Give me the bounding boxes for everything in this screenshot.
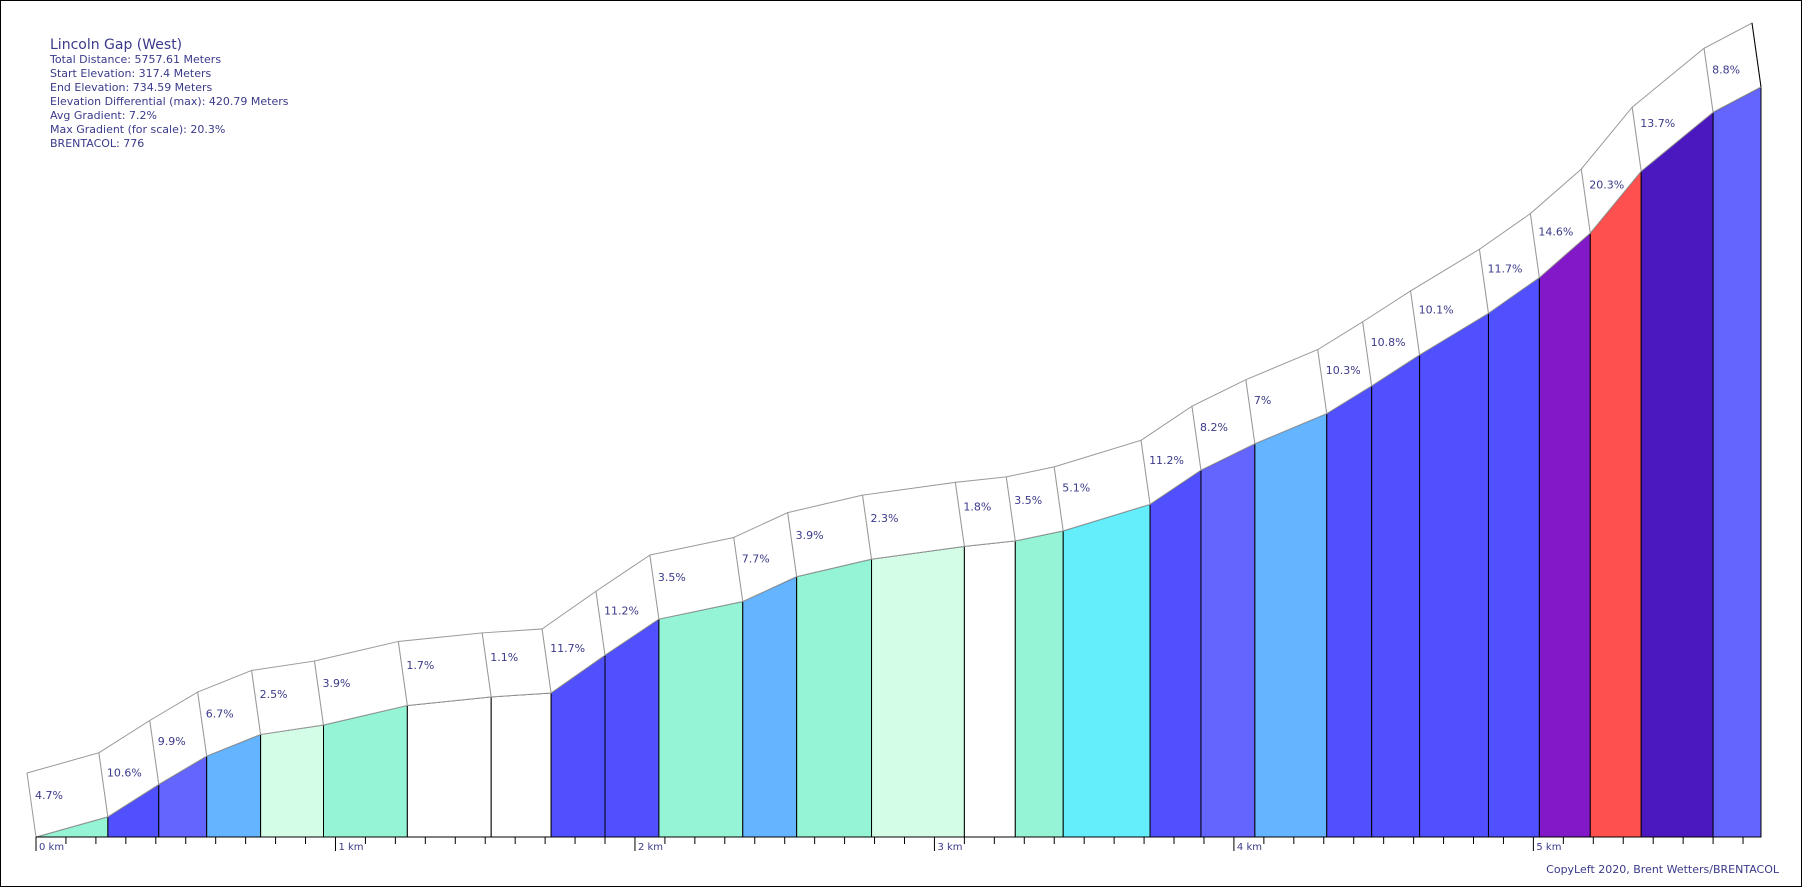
gradient-segment bbox=[963, 540, 1016, 838]
gradient-label: 4.7% bbox=[35, 789, 63, 802]
gradient-label: 10.8% bbox=[1371, 336, 1406, 349]
gradient-label: 20.3% bbox=[1589, 179, 1624, 192]
chart-title: Lincoln Gap (West) bbox=[50, 37, 183, 53]
gradient-label: 3.5% bbox=[658, 571, 686, 584]
gradient-segment bbox=[323, 704, 408, 838]
max-gradient: Max Gradient (for scale): 20.3% bbox=[50, 123, 226, 136]
gradient-segment bbox=[658, 600, 744, 838]
copyright-credit: CopyLeft 2020, Brent Wetters/BRENTACOL bbox=[1546, 863, 1779, 876]
gradient-label: 11.2% bbox=[604, 605, 639, 618]
gradient-segment bbox=[1200, 442, 1256, 838]
gradient-label: 1.8% bbox=[963, 500, 991, 513]
start-elevation: Start Elevation: 317.4 Meters bbox=[50, 67, 212, 80]
band-edge-line bbox=[1751, 22, 1762, 88]
gradient-label: 13.7% bbox=[1640, 117, 1675, 130]
gradient-segment bbox=[1487, 276, 1540, 838]
brentacol-score: BRENTACOL: 776 bbox=[50, 137, 145, 150]
gradient-segment bbox=[871, 545, 965, 838]
gradient-segment bbox=[1149, 469, 1202, 838]
gradient-label: 9.9% bbox=[158, 735, 186, 748]
gradient-label: 11.7% bbox=[1487, 263, 1522, 276]
gradient-label: 11.7% bbox=[550, 642, 585, 655]
gradient-segment bbox=[1326, 384, 1373, 838]
gradient-label: 2.3% bbox=[871, 512, 899, 525]
x-tick-label: 0 km bbox=[39, 842, 64, 853]
gradient-label: 10.1% bbox=[1419, 303, 1454, 316]
avg-gradient: Avg Gradient: 7.2% bbox=[50, 109, 157, 122]
gradient-segment bbox=[1062, 503, 1151, 838]
gradient-label: 10.6% bbox=[107, 767, 142, 780]
gradient-segment bbox=[260, 724, 324, 838]
x-tick-label: 3 km bbox=[937, 842, 962, 853]
gradient-label: 7.7% bbox=[742, 553, 770, 566]
gradient-segment bbox=[1640, 111, 1714, 838]
x-tick-label: 2 km bbox=[638, 842, 663, 853]
x-tick-label: 1 km bbox=[338, 842, 363, 853]
gradient-segment bbox=[490, 692, 552, 838]
gradient-label: 7% bbox=[1254, 394, 1271, 407]
gradient-label: 8.2% bbox=[1200, 421, 1228, 434]
gradient-label: 1.7% bbox=[406, 659, 434, 672]
gradient-segment bbox=[406, 696, 492, 838]
gradient-segment bbox=[742, 575, 798, 838]
x-tick-label: 4 km bbox=[1237, 842, 1262, 853]
gradient-segment bbox=[796, 558, 873, 838]
gradient-segment bbox=[1371, 353, 1421, 838]
gradient-label: 3.9% bbox=[323, 677, 351, 690]
gradient-label: 2.5% bbox=[260, 688, 288, 701]
end-elevation: End Elevation: 734.59 Meters bbox=[50, 81, 213, 94]
gradient-segment bbox=[1014, 530, 1064, 838]
total-distance: Total Distance: 5757.61 Meters bbox=[50, 53, 222, 66]
gradient-label: 11.2% bbox=[1149, 454, 1184, 467]
gradient-segment bbox=[1419, 312, 1489, 838]
gradient-segment bbox=[604, 618, 660, 838]
gradient-segment bbox=[1254, 412, 1328, 838]
gradient-label: 8.8% bbox=[1712, 63, 1740, 76]
climb-info-panel: Lincoln Gap (West) Total Distance: 5757.… bbox=[50, 37, 288, 151]
gradient-label: 14.6% bbox=[1538, 226, 1573, 239]
gradient-label: 1.1% bbox=[490, 651, 518, 664]
gradient-label: 3.5% bbox=[1014, 494, 1042, 507]
elevation-differential: Elevation Differential (max): 420.79 Met… bbox=[50, 95, 289, 108]
gradient-segment bbox=[1589, 169, 1642, 838]
gradient-label: 6.7% bbox=[206, 708, 234, 721]
x-tick-label: 5 km bbox=[1536, 842, 1561, 853]
gradient-label: 5.1% bbox=[1062, 482, 1090, 495]
gradient-segment bbox=[1538, 231, 1591, 838]
gradient-label: 10.3% bbox=[1326, 364, 1361, 377]
gradient-segment bbox=[1712, 86, 1762, 838]
gradient-label: 3.9% bbox=[796, 529, 824, 542]
